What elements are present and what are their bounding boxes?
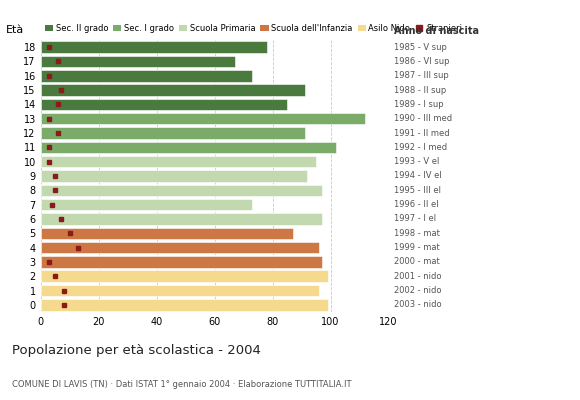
Text: 2001 - nido: 2001 - nido (394, 272, 442, 281)
Bar (41, 256, 322, 268)
Text: COMUNE DI LAVIS (TN) · Dati ISTAT 1° gennaio 2004 · Elaborazione TUTTITALIA.IT: COMUNE DI LAVIS (TN) · Dati ISTAT 1° gen… (12, 380, 351, 389)
Text: 1991 - II med: 1991 - II med (394, 128, 450, 138)
Bar (41, 142, 336, 153)
Bar (41, 113, 365, 124)
Bar (41, 184, 322, 196)
Text: 1994 - IV el: 1994 - IV el (394, 172, 442, 180)
Bar (41, 170, 307, 182)
Bar (41, 42, 267, 53)
Text: 1993 - V el: 1993 - V el (394, 157, 440, 166)
Text: 1992 - I med: 1992 - I med (394, 143, 448, 152)
Text: 1998 - mat: 1998 - mat (394, 229, 440, 238)
Text: 1987 - III sup: 1987 - III sup (394, 71, 449, 80)
Text: Età: Età (6, 24, 24, 34)
Text: 1995 - III el: 1995 - III el (394, 186, 441, 195)
Text: 1996 - II el: 1996 - II el (394, 200, 439, 209)
Bar (41, 70, 252, 82)
Text: 1990 - III med: 1990 - III med (394, 114, 452, 123)
Text: 1985 - V sup: 1985 - V sup (394, 43, 447, 52)
Bar (41, 242, 319, 253)
Text: 1999 - mat: 1999 - mat (394, 243, 440, 252)
Bar (41, 56, 235, 67)
Bar (41, 199, 252, 210)
Bar (41, 285, 319, 296)
Text: 1986 - VI sup: 1986 - VI sup (394, 57, 450, 66)
Text: 1988 - II sup: 1988 - II sup (394, 86, 447, 95)
Bar (41, 299, 328, 310)
Legend: Sec. II grado, Sec. I grado, Scuola Primaria, Scuola dell'Infanzia, Asilo Nido, : Sec. II grado, Sec. I grado, Scuola Prim… (45, 24, 462, 33)
Text: 1997 - I el: 1997 - I el (394, 214, 437, 224)
Text: 2002 - nido: 2002 - nido (394, 286, 442, 295)
Text: 2000 - mat: 2000 - mat (394, 257, 440, 266)
Bar (41, 270, 328, 282)
Text: 2003 - nido: 2003 - nido (394, 300, 442, 309)
Bar (41, 127, 305, 139)
Bar (41, 84, 305, 96)
Bar (41, 99, 287, 110)
Bar (41, 228, 293, 239)
Bar (41, 156, 316, 168)
Bar (41, 213, 322, 225)
Text: 1989 - I sup: 1989 - I sup (394, 100, 444, 109)
Text: Anno di nascita: Anno di nascita (394, 26, 480, 36)
Text: Popolazione per età scolastica - 2004: Popolazione per età scolastica - 2004 (12, 344, 260, 357)
